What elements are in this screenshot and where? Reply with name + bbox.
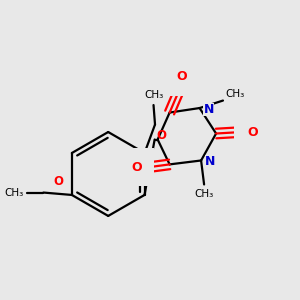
- Text: N: N: [205, 155, 215, 169]
- Text: O: O: [53, 175, 64, 188]
- Text: CH₃: CH₃: [144, 90, 163, 100]
- Text: O: O: [156, 129, 166, 142]
- Text: O: O: [176, 70, 187, 83]
- Text: CH₃: CH₃: [5, 188, 24, 198]
- Text: CH₃: CH₃: [225, 89, 244, 99]
- Text: O: O: [131, 161, 142, 174]
- Text: CH₃: CH₃: [194, 189, 214, 199]
- Text: N: N: [203, 103, 214, 116]
- Text: O: O: [247, 125, 258, 139]
